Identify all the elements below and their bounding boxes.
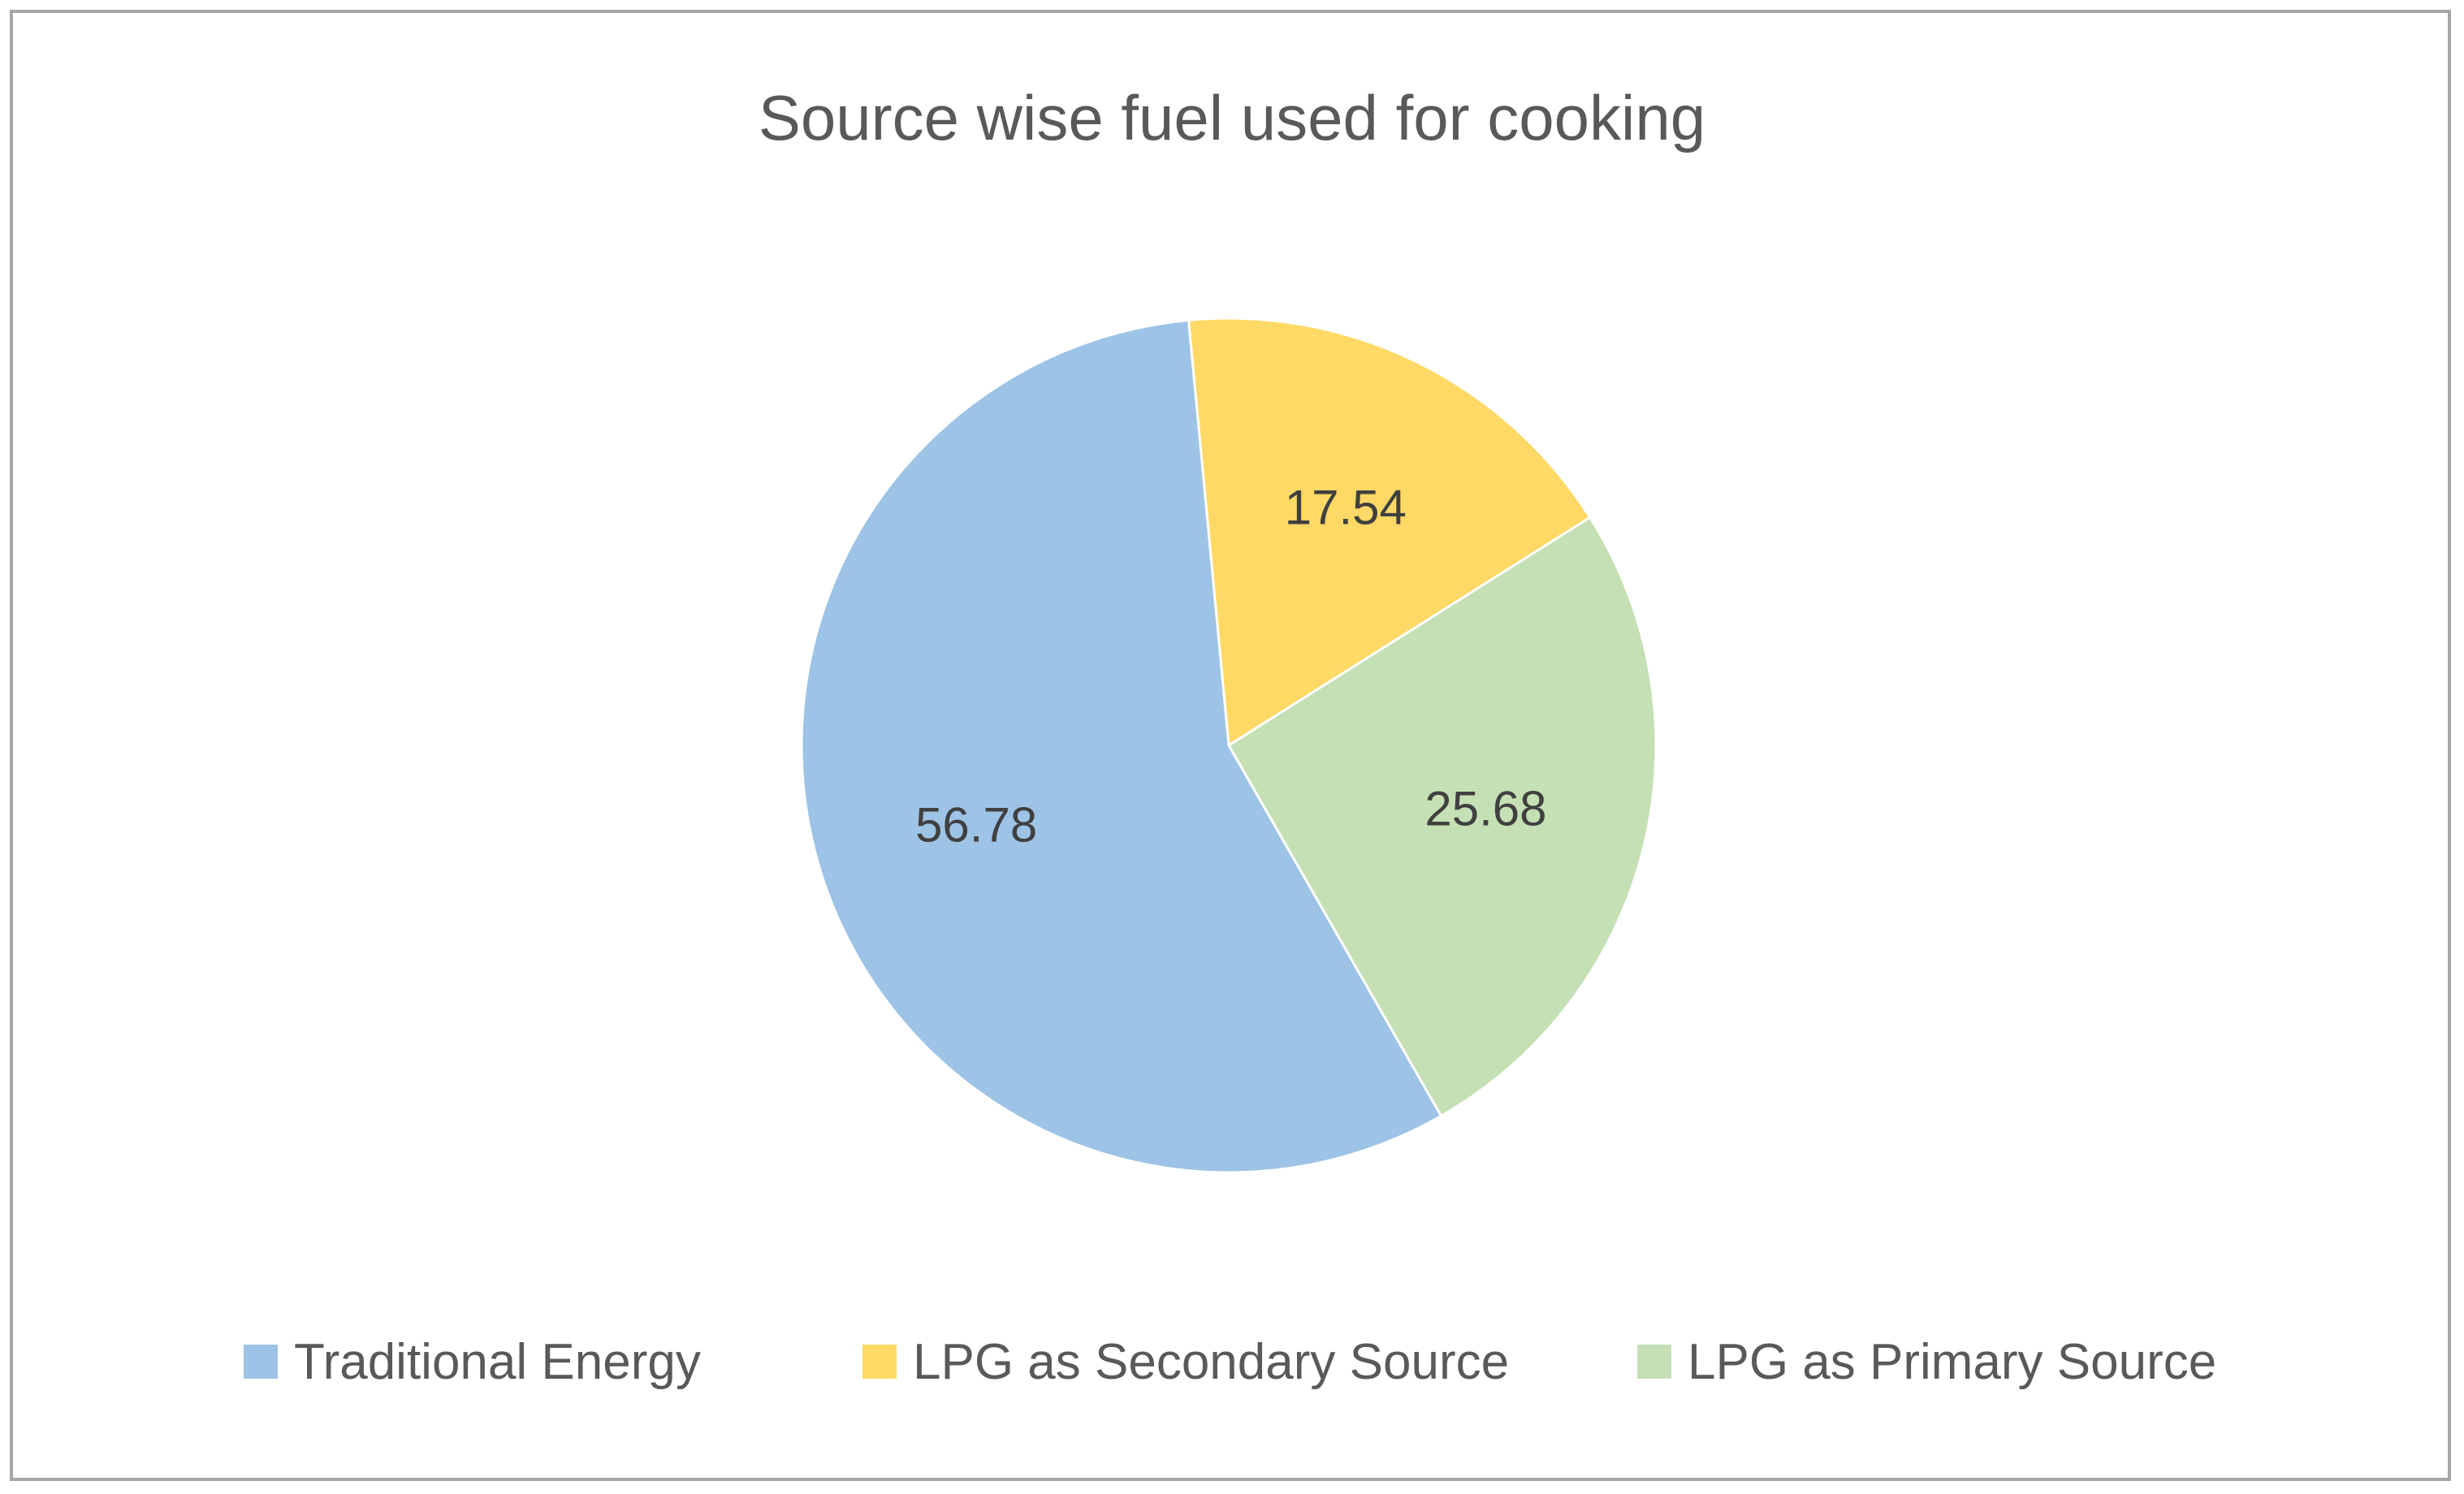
- data-label-traditional-energy: 56.78: [915, 798, 1037, 853]
- legend-label: Traditional Energy: [294, 1334, 701, 1390]
- chart-title: Source wise fuel used for cooking: [759, 82, 1705, 153]
- legend-swatch: [244, 1345, 278, 1379]
- legend-item-lpg-as-secondary-source: LPG as Secondary Source: [862, 1334, 1509, 1390]
- legend-swatch: [862, 1345, 897, 1379]
- pie-slice-lpg-as-secondary-source: [1187, 317, 1592, 748]
- data-label-lpg-as-primary-source: 25.68: [1424, 782, 1546, 836]
- legend-swatch: [1637, 1345, 1671, 1379]
- legend: Traditional Energy LPG as Secondary Sourc…: [244, 1334, 2216, 1390]
- pie-slices: [800, 317, 1658, 1174]
- legend-item-traditional-energy: Traditional Energy: [244, 1334, 701, 1390]
- legend-label: LPG as Primary Source: [1688, 1334, 2216, 1390]
- legend-item-lpg-as-primary-source: LPG as Primary Source: [1637, 1334, 2216, 1390]
- pie-data-labels: 17.54 25.68 56.78: [915, 480, 1546, 852]
- pie-slice-traditional-energy: [800, 318, 1443, 1174]
- data-label-lpg-as-secondary-source: 17.54: [1285, 480, 1407, 534]
- pie-slice-lpg-as-primary-source: [1226, 516, 1658, 1118]
- legend-label: LPG as Secondary Source: [913, 1334, 1509, 1390]
